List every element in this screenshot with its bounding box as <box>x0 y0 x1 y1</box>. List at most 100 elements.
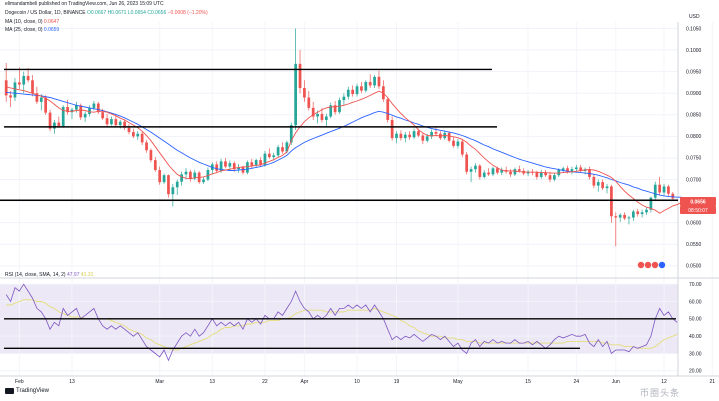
ma25-legend[interactable]: MA (25, close, 0) 0.0659 <box>5 27 59 34</box>
ma10-value: 0.0647 <box>43 19 60 25</box>
candle <box>474 163 477 173</box>
candle <box>403 132 407 143</box>
ma10-line <box>6 86 682 214</box>
time-tick-label: 22 <box>262 379 268 385</box>
scale-dot-icon[interactable] <box>658 261 666 269</box>
scale-dot-icon[interactable] <box>644 261 652 269</box>
ma25-value: 0.0659 <box>43 27 60 33</box>
candle-body <box>329 105 333 117</box>
candle-body <box>17 82 21 85</box>
candle-body <box>517 169 521 171</box>
candle-body <box>408 134 412 138</box>
candle <box>267 148 271 159</box>
candle <box>421 132 425 145</box>
candle-body <box>596 182 600 186</box>
candle-body <box>193 172 197 179</box>
candle <box>662 183 666 196</box>
candle <box>574 164 578 172</box>
candle-body <box>399 133 403 139</box>
candle <box>61 105 65 128</box>
candle-body <box>171 187 175 195</box>
candle <box>39 94 43 111</box>
candle-body <box>566 168 569 172</box>
candle <box>342 93 346 106</box>
candle <box>553 173 556 182</box>
candle <box>114 115 118 127</box>
ma10-legend[interactable]: MA (10, close, 0) 0.0647 <box>5 19 59 26</box>
candle <box>491 166 495 177</box>
candle <box>645 207 648 215</box>
candle <box>127 124 131 135</box>
candle-body <box>434 132 438 134</box>
candle-body <box>250 162 254 166</box>
scale-dot-icon[interactable] <box>651 261 659 269</box>
rsi-legend[interactable]: RSI (14, close, SMA, 14, 2) 47.97 41.31 <box>5 272 93 279</box>
watermark-text: 币圈头条 <box>640 388 681 398</box>
candle-body <box>491 168 495 175</box>
candle-body <box>118 121 122 126</box>
candle-body <box>469 169 473 172</box>
candle <box>513 167 517 177</box>
candle-body <box>364 81 368 91</box>
price-tick-label: 0.0500 <box>686 264 702 270</box>
countdown-badge-bg <box>680 206 716 214</box>
candle <box>452 136 455 148</box>
candle <box>232 161 236 172</box>
candle <box>544 170 547 177</box>
candle <box>26 68 30 83</box>
candle <box>399 130 403 141</box>
candle <box>386 97 390 123</box>
rsi-lines <box>4 283 678 362</box>
candle <box>623 212 626 221</box>
candle-body <box>601 182 604 189</box>
candle-body <box>272 155 276 158</box>
candle-body <box>48 112 52 129</box>
tradingview-logo-icon <box>5 388 14 394</box>
candle <box>123 119 126 130</box>
candle <box>377 70 381 89</box>
candle-body <box>175 181 179 188</box>
candle-body <box>465 154 469 172</box>
scale-mode-buttons[interactable] <box>637 261 666 269</box>
candle-body <box>662 186 666 193</box>
ohlc-open: O0.0667 <box>86 10 107 16</box>
candle-body <box>228 163 232 167</box>
candle-body <box>316 113 319 117</box>
candle-body <box>430 132 433 137</box>
ohlc-low: L0.0654 <box>127 10 146 16</box>
candle-body <box>254 160 258 166</box>
candle-body <box>557 170 561 176</box>
candle-body <box>31 80 34 94</box>
candle <box>184 168 188 180</box>
candle <box>254 158 258 168</box>
time-tick-label: Feb <box>15 379 24 385</box>
candle <box>539 170 543 179</box>
candle <box>48 109 52 132</box>
candle-body <box>167 175 170 195</box>
candle-body <box>496 168 499 173</box>
candle-body <box>548 175 552 180</box>
publisher-text: elimandambeli published on TradingView.c… <box>5 1 164 7</box>
candle-body <box>136 133 140 137</box>
candle <box>671 192 675 200</box>
symbol-name: Dogecoin / US Dollar, 1D, BINANCE <box>5 10 86 16</box>
candle-body <box>22 75 26 85</box>
price-tick-label: 0.1050 <box>686 26 702 32</box>
candle-body <box>658 184 662 193</box>
tradingview-logo[interactable]: TradingView <box>5 388 49 394</box>
candle-body <box>360 86 363 91</box>
candle <box>189 170 192 182</box>
time-tick-label: Mar <box>155 379 164 385</box>
candle-body <box>26 75 30 81</box>
candle-body <box>189 171 192 179</box>
time-tick-label: 12 <box>661 379 667 385</box>
scale-dot-icon[interactable] <box>637 261 645 269</box>
candle-body <box>281 147 284 152</box>
candle-body <box>285 142 289 152</box>
candle-body <box>39 97 43 102</box>
candle <box>224 157 227 169</box>
candle <box>83 111 87 122</box>
candle <box>132 128 135 139</box>
candle <box>22 71 26 94</box>
